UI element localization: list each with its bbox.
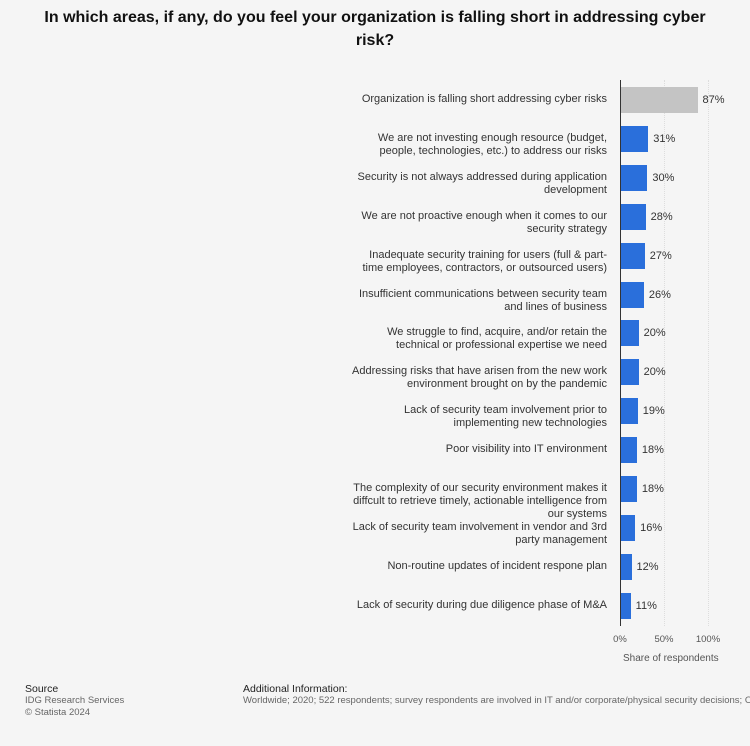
value-label: 20% (643, 327, 666, 340)
chart-title: In which areas, if any, do you feel your… (44, 9, 706, 49)
bar (621, 125, 649, 152)
grid-line (664, 80, 665, 626)
bar (621, 320, 639, 347)
x-tick-label: 0% (613, 634, 627, 645)
value-label: 18% (641, 483, 664, 495)
value-label: 31% (653, 132, 676, 145)
y-axis-line (620, 80, 621, 626)
bar (621, 553, 632, 580)
category-label: We are not proactive enough when it come… (361, 209, 607, 235)
source: IDG Research Services (25, 695, 125, 706)
value-label: 87% (702, 94, 725, 106)
value-label: 18% (641, 444, 664, 457)
value-label: 26% (648, 288, 671, 301)
bar (621, 592, 631, 619)
bar (621, 203, 646, 230)
category-label: Insufficient communications between secu… (358, 287, 607, 313)
value-label: 28% (650, 210, 673, 223)
value-label: 27% (649, 249, 672, 262)
value-label: 11% (635, 599, 657, 612)
grid-line (708, 80, 709, 626)
category-label: We are not investing enough resource (bu… (377, 131, 607, 157)
category-label: Lack of security team involvement in ven… (352, 520, 607, 546)
category-label: Non-routine updates of incident respone … (387, 559, 607, 572)
bar (621, 87, 698, 113)
category-label: Lack of security during due diligence ph… (356, 598, 607, 611)
category-label: Lack of security team involvement prior … (404, 404, 607, 430)
category-label: We struggle to find, acquire, and/or ret… (387, 326, 607, 352)
x-tick-label: 50% (654, 634, 674, 645)
value-label: 20% (643, 366, 666, 379)
x-axis-label: Share of respondents (623, 653, 719, 664)
bar (621, 359, 639, 386)
copyright: © Statista 2024 (25, 707, 91, 718)
category-label: Poor visibility into IT environment (445, 443, 607, 456)
x-tick-label: 100% (695, 634, 721, 645)
category-label: Organization is falling short addressing… (361, 93, 607, 105)
category-label: Security is not always addressed during … (357, 170, 607, 196)
value-label: 19% (642, 405, 665, 418)
info: Worldwide; 2020; 522 respondents; survey… (243, 695, 750, 706)
bar (621, 242, 645, 269)
value-label: 30% (652, 171, 675, 184)
bar (621, 437, 637, 464)
bar (621, 281, 644, 308)
value-label: 12% (636, 560, 659, 573)
value-label: 16% (640, 521, 663, 534)
bar (621, 514, 636, 541)
category-label: Inadequate security training for users (… (362, 248, 607, 274)
bar (621, 476, 637, 502)
bar (621, 164, 648, 191)
info-heading: Additional Information: (243, 683, 348, 695)
source-heading: Source (25, 683, 59, 695)
category-label: The complexity of our security environme… (353, 482, 607, 520)
category-label: Addressing risks that have arisen from t… (352, 365, 607, 391)
bar (621, 398, 638, 425)
